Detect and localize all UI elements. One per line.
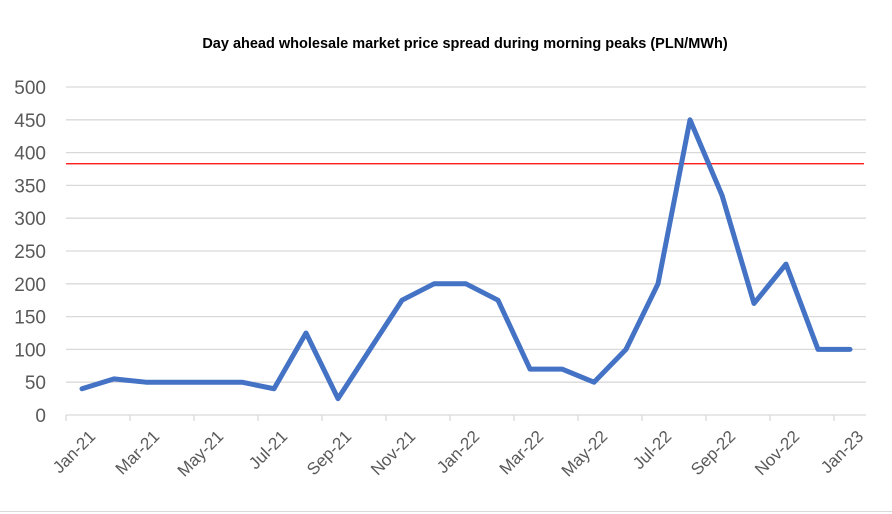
x-tick-label: Nov-21 [367, 427, 419, 479]
y-tick-label: 300 [14, 209, 46, 230]
x-tick-label: Jul-22 [629, 427, 675, 473]
x-tick-label: Jan-21 [49, 427, 99, 477]
x-tick-label: Jan-22 [433, 427, 483, 477]
x-tick-label: Nov-22 [751, 427, 803, 479]
y-tick-label: 150 [14, 308, 46, 329]
y-tick-label: 350 [14, 176, 46, 197]
series-line [79, 117, 853, 402]
y-tick-label: 250 [14, 242, 46, 263]
y-tick-label: 50 [25, 373, 46, 394]
x-tick-label: Jan-23 [817, 427, 867, 477]
x-tick-label: May-22 [558, 427, 612, 481]
x-tick-label: Mar-22 [496, 427, 548, 479]
y-tick-label: 0 [35, 406, 46, 427]
x-tick-label: Sep-21 [303, 427, 355, 479]
chart-border [0, 511, 892, 512]
x-tick-label: Mar-21 [112, 427, 164, 479]
y-tick-label: 100 [14, 340, 46, 361]
y-tick-label: 400 [14, 144, 46, 165]
y-tick-label: 200 [14, 275, 46, 296]
y-tick-label: 450 [14, 111, 46, 132]
x-tick-label: May-21 [174, 427, 228, 481]
x-tick-label: Sep-22 [687, 427, 739, 479]
chart-title: Day ahead wholesale market price spread … [202, 36, 728, 52]
x-tick-label: Jul-21 [245, 427, 291, 473]
y-tick-label: 500 [14, 78, 46, 99]
